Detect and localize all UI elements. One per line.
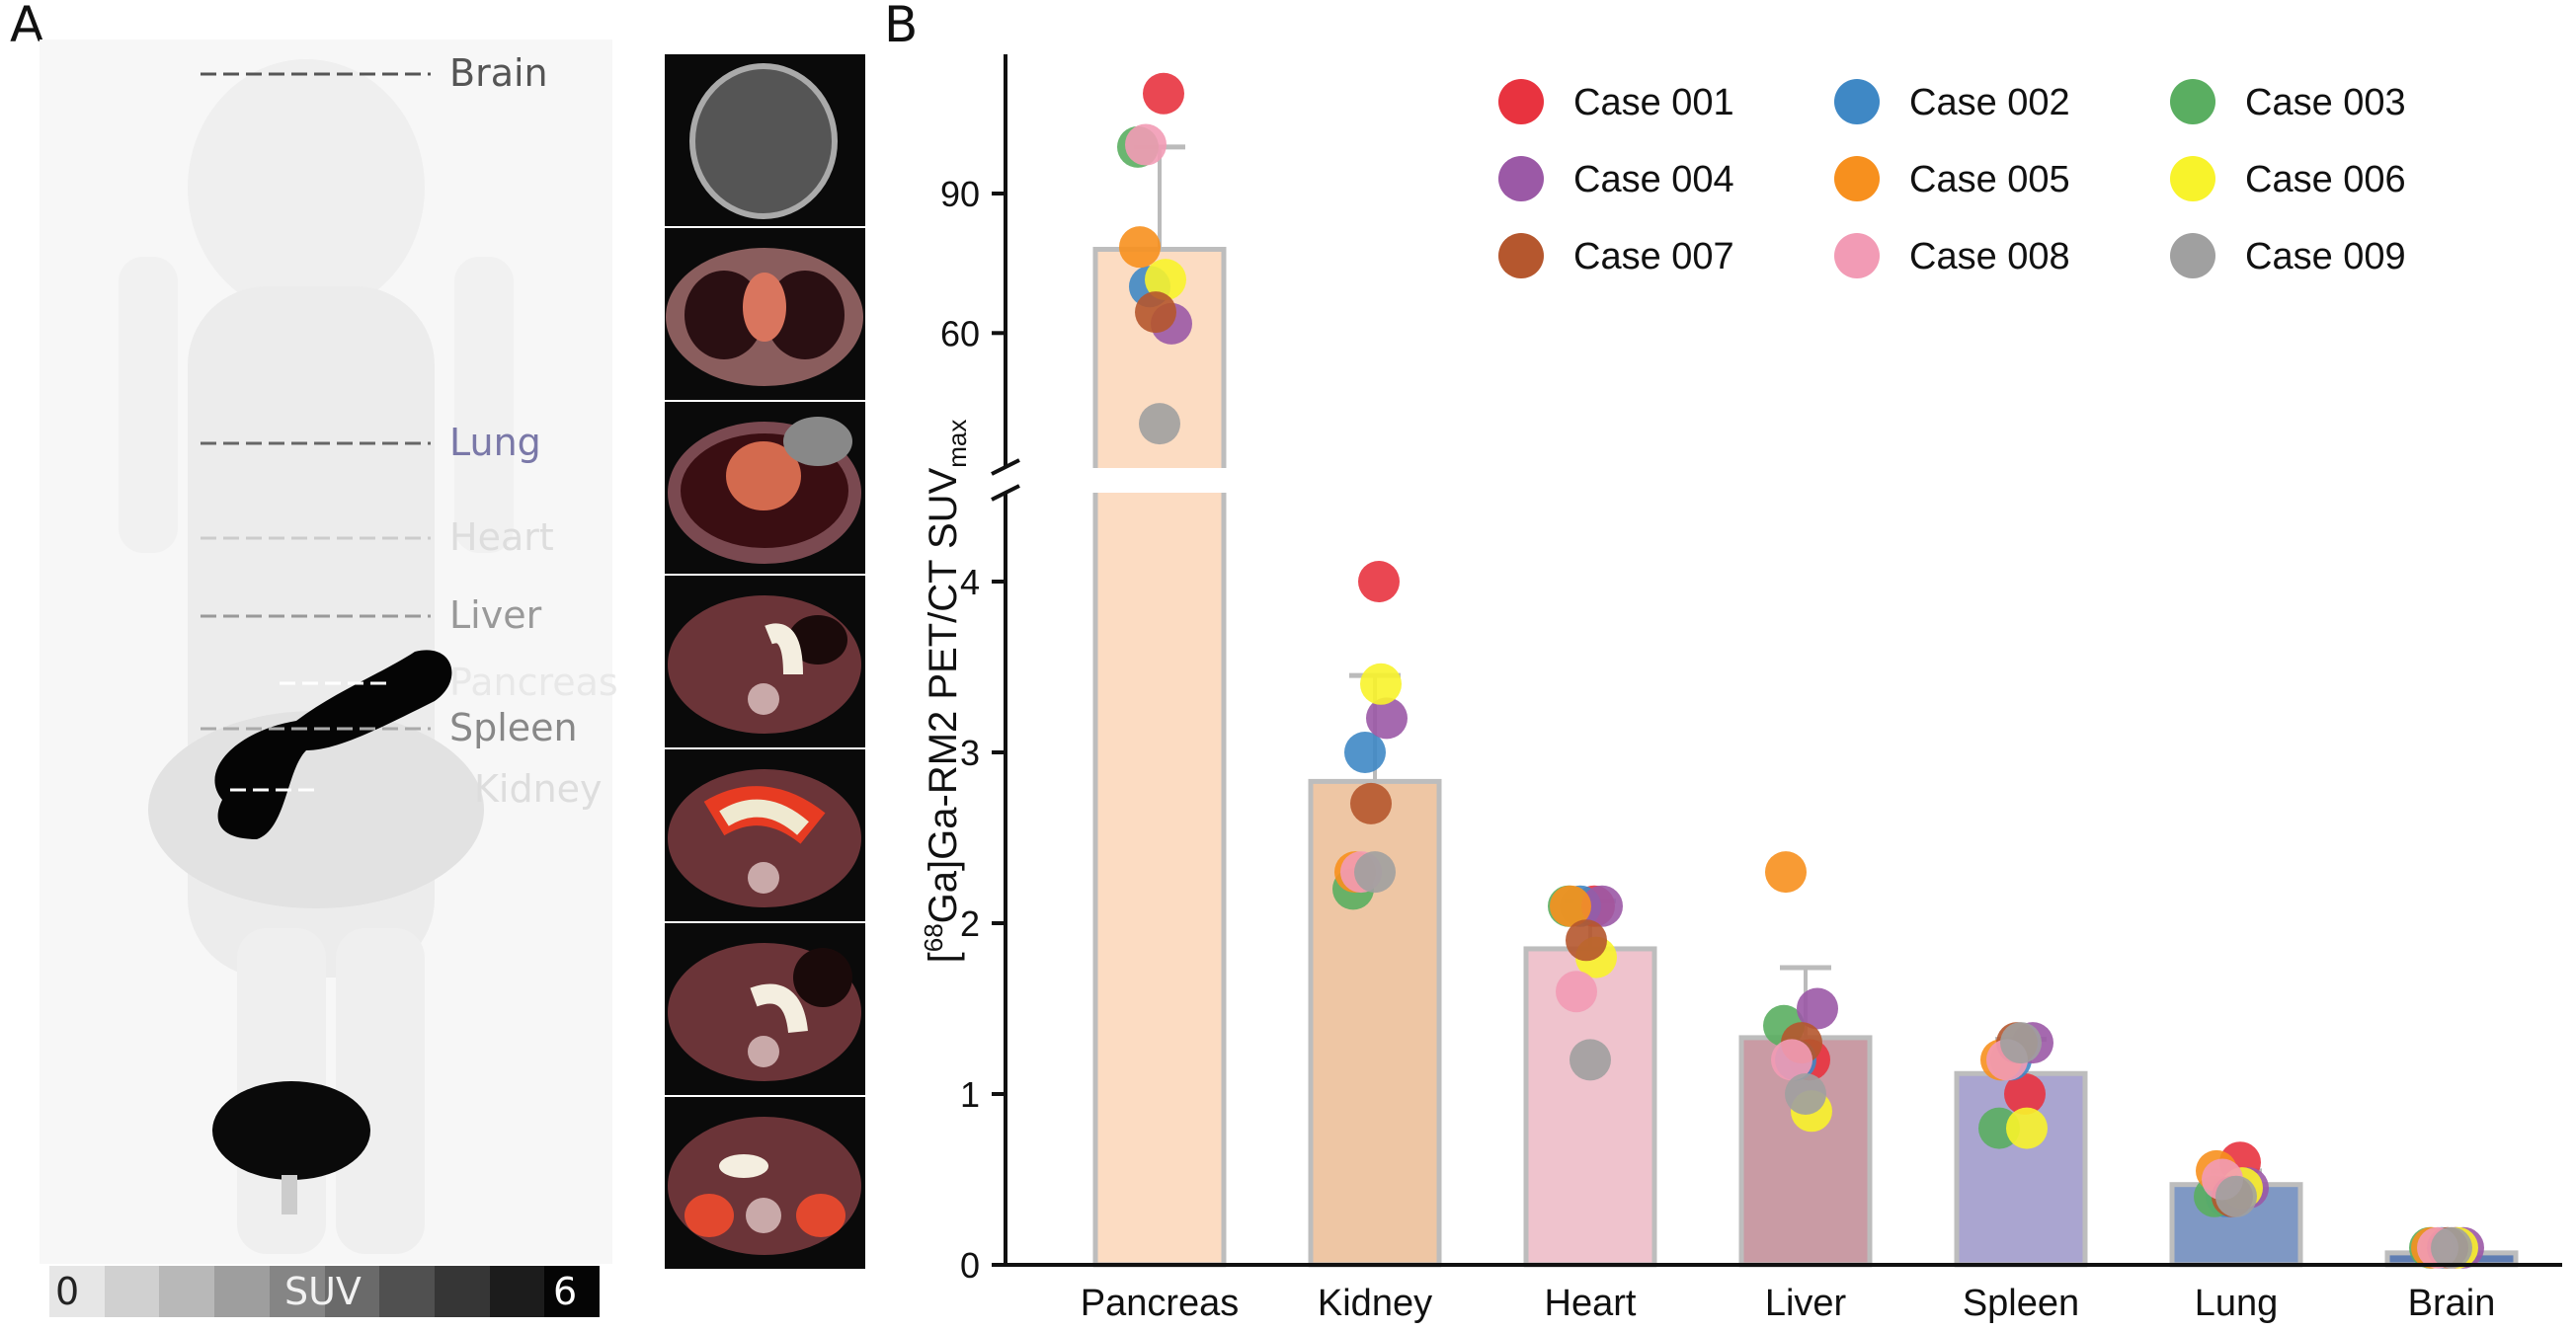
organ-label-spleen: Spleen — [449, 706, 578, 749]
legend-label: Case 007 — [1573, 236, 1734, 277]
point-case-005-liver — [1765, 851, 1807, 894]
point-case-006-kidney — [1360, 663, 1402, 705]
legend-item: Case 009 — [2170, 233, 2406, 278]
y-tick-label: 3 — [960, 733, 980, 773]
ct-slice-spleen — [665, 749, 865, 921]
point-case-001-kidney — [1358, 561, 1400, 602]
legend-item: Case 001 — [1498, 79, 1734, 124]
point-case-008-liver — [1771, 1039, 1812, 1081]
y-tick-label: 2 — [960, 903, 980, 944]
x-tick-label: Heart — [1545, 1283, 1637, 1324]
legend-item: Case 003 — [2170, 79, 2406, 124]
legend-marker — [1834, 233, 1880, 278]
point-case-005-heart — [1550, 885, 1591, 927]
point-case-002-kidney — [1344, 732, 1386, 773]
point-case-009-kidney — [1354, 851, 1396, 894]
point-case-005-pancreas — [1119, 226, 1161, 269]
legend-item: Case 004 — [1498, 156, 1734, 201]
ct-slice-liver — [665, 923, 865, 1095]
point-case-001-spleen — [2004, 1073, 2046, 1115]
organ-label-liver: Liver — [449, 593, 542, 637]
point-case-001-pancreas — [1143, 72, 1184, 115]
legend-item: Case 005 — [1834, 156, 2070, 201]
point-case-009-heart — [1570, 1039, 1611, 1081]
legend-marker — [2170, 156, 2215, 201]
legend-label: Case 003 — [2245, 82, 2406, 123]
pet-ct-slices — [665, 54, 865, 1271]
point-case-009-brain — [2431, 1226, 2472, 1269]
organ-label-pancreas: Pancreas — [449, 661, 618, 704]
legend-item: Case 008 — [1834, 233, 2070, 278]
point-case-007-heart — [1566, 919, 1607, 962]
x-tick-label: Liver — [1765, 1283, 1847, 1324]
x-tick-label: Spleen — [1963, 1283, 2079, 1324]
point-case-008-heart — [1556, 971, 1597, 1013]
x-tick-label: Brain — [2408, 1283, 2496, 1324]
colorbar-label: SUV — [284, 1270, 362, 1313]
y-tick-label: 0 — [960, 1245, 980, 1286]
legend-label: Case 008 — [1909, 236, 2070, 277]
bar-pancreas — [1092, 247, 1227, 1268]
point-case-009-liver — [1785, 1073, 1826, 1115]
colorbar-max: 6 — [553, 1270, 578, 1313]
point-case-008-pancreas — [1125, 123, 1167, 166]
legend-item: Case 007 — [1498, 233, 1734, 278]
colorbar-min: 0 — [55, 1270, 80, 1313]
ct-slice-heart — [665, 402, 865, 574]
ct-slice-brain — [665, 54, 865, 226]
point-case-009-pancreas — [1139, 403, 1180, 445]
legend-label: Case 005 — [1909, 159, 2070, 200]
point-case-004-liver — [1797, 987, 1838, 1030]
point-case-009-lung — [2215, 1175, 2257, 1217]
legend-item: Case 006 — [2170, 156, 2406, 201]
y-tick-label: 4 — [960, 562, 980, 602]
point-case-006-pancreas — [1145, 259, 1186, 301]
legend-label: Case 002 — [1909, 82, 2070, 123]
point-case-007-kidney — [1350, 782, 1392, 824]
pet-mip-image — [40, 39, 612, 1264]
legend-marker — [1834, 156, 1880, 201]
y-tick-label: 90 — [940, 174, 980, 214]
legend-marker — [2170, 233, 2215, 278]
point-case-004-heart — [1581, 885, 1623, 927]
axis-break-mark — [991, 458, 1020, 476]
legend-marker — [2170, 79, 2215, 124]
legend-label: Case 004 — [1573, 159, 1734, 200]
point-case-004-kidney — [1366, 697, 1408, 740]
axis-break-gap — [1007, 468, 2576, 493]
organ-label-kidney: Kidney — [474, 767, 603, 811]
legend-marker — [1834, 79, 1880, 124]
legend-marker — [1498, 233, 1544, 278]
panel-a-letter: A — [10, 0, 44, 53]
point-case-007-pancreas — [1135, 291, 1176, 334]
ct-slice-pancreas — [665, 576, 865, 747]
organ-label-lung: Lung — [449, 421, 541, 464]
point-case-009-spleen — [2000, 1022, 2042, 1064]
legend-item: Case 002 — [1834, 79, 2070, 124]
organ-label-heart: Heart — [449, 515, 554, 559]
legend-marker — [1498, 156, 1544, 201]
y-axis-label: [68Ga]Ga-RM2 PET/CT SUVmax — [919, 420, 972, 964]
panel-b-letter: B — [884, 0, 919, 53]
legend-marker — [1498, 79, 1544, 124]
x-tick-label: Lung — [2195, 1283, 2279, 1324]
legend-label: Case 009 — [2245, 236, 2406, 277]
point-case-006-spleen — [2006, 1107, 2048, 1149]
y-tick-label: 60 — [940, 313, 980, 353]
ct-slice-lung — [665, 228, 865, 400]
y-tick-label: 1 — [960, 1074, 980, 1115]
suv-colorbar — [49, 1266, 601, 1317]
organ-label-brain: Brain — [449, 51, 548, 95]
axis-break-mark — [991, 484, 1020, 502]
legend-label: Case 006 — [2245, 159, 2406, 200]
x-tick-label: Pancreas — [1081, 1283, 1240, 1324]
ct-slice-kidney — [665, 1097, 865, 1269]
legend-label: Case 001 — [1573, 82, 1734, 123]
x-tick-label: Kidney — [1318, 1283, 1432, 1324]
